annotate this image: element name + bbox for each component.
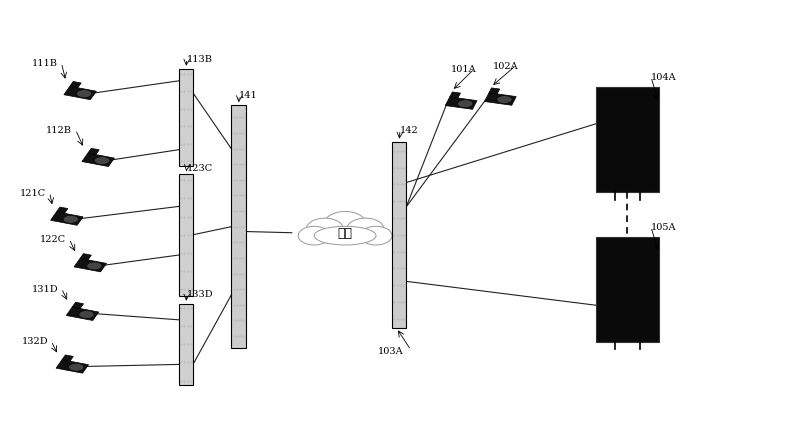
Polygon shape xyxy=(450,93,461,99)
Ellipse shape xyxy=(314,227,376,246)
Text: 133D: 133D xyxy=(186,289,214,298)
Text: 101A: 101A xyxy=(451,65,477,74)
Polygon shape xyxy=(489,89,500,95)
Text: 141: 141 xyxy=(239,91,258,100)
Polygon shape xyxy=(56,360,89,373)
Text: 112B: 112B xyxy=(46,126,72,135)
Text: 113B: 113B xyxy=(186,55,213,64)
Polygon shape xyxy=(82,154,114,167)
Polygon shape xyxy=(72,303,83,309)
Text: 网络: 网络 xyxy=(338,227,353,240)
Polygon shape xyxy=(74,259,106,272)
Polygon shape xyxy=(446,98,477,110)
Ellipse shape xyxy=(346,218,384,241)
Text: 131D: 131D xyxy=(31,284,58,293)
Polygon shape xyxy=(88,149,99,155)
Text: 105A: 105A xyxy=(651,223,676,232)
Bar xyxy=(179,70,193,166)
Text: 123C: 123C xyxy=(186,164,213,173)
Bar xyxy=(596,88,658,193)
Text: 102A: 102A xyxy=(493,62,518,71)
Circle shape xyxy=(63,216,78,224)
Text: 142: 142 xyxy=(400,126,418,135)
Ellipse shape xyxy=(298,227,330,246)
Circle shape xyxy=(458,101,473,108)
Text: 122C: 122C xyxy=(39,235,66,244)
Polygon shape xyxy=(70,82,81,89)
Polygon shape xyxy=(50,212,83,226)
Ellipse shape xyxy=(360,227,392,246)
Ellipse shape xyxy=(324,212,366,238)
Circle shape xyxy=(497,96,512,104)
Polygon shape xyxy=(66,307,98,321)
Polygon shape xyxy=(80,254,91,260)
Ellipse shape xyxy=(306,218,343,241)
Circle shape xyxy=(86,262,102,270)
Text: 103A: 103A xyxy=(378,346,404,355)
Bar xyxy=(596,237,658,342)
Polygon shape xyxy=(57,208,68,214)
Bar xyxy=(392,142,406,328)
Polygon shape xyxy=(485,94,516,106)
Circle shape xyxy=(77,91,92,98)
Circle shape xyxy=(94,157,110,165)
Text: 121C: 121C xyxy=(20,188,46,197)
Polygon shape xyxy=(64,87,96,101)
Text: 104A: 104A xyxy=(651,73,677,82)
Circle shape xyxy=(69,363,84,371)
Bar xyxy=(179,175,193,296)
Polygon shape xyxy=(62,355,74,361)
Text: 132D: 132D xyxy=(22,337,48,346)
Bar xyxy=(231,106,246,348)
Bar xyxy=(179,304,193,385)
Text: 111B: 111B xyxy=(31,59,58,68)
Circle shape xyxy=(79,311,94,319)
